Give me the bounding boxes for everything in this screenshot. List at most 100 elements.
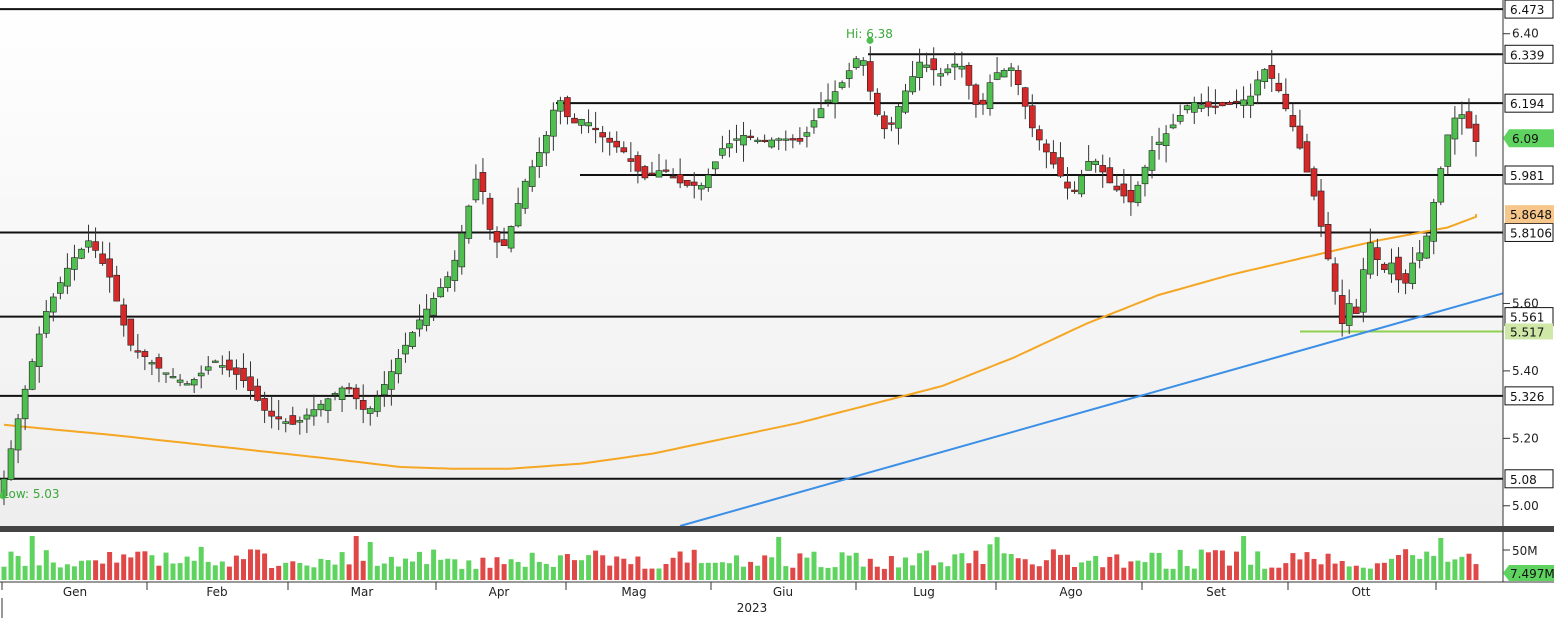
volume-bar [114, 562, 120, 580]
candle-body [1395, 256, 1402, 281]
candle-body [1317, 190, 1325, 227]
candle-body [803, 132, 811, 137]
candle-body [1085, 161, 1092, 171]
candle-body [1099, 165, 1106, 173]
candle-body [782, 138, 790, 141]
volume-bar [677, 551, 683, 580]
candle-body [64, 267, 71, 287]
volume-bar [170, 563, 176, 580]
candle-body [1113, 185, 1121, 191]
volume-bar [1248, 564, 1254, 580]
candle-body [627, 158, 635, 162]
candle-body [1360, 269, 1367, 313]
candle-body [585, 122, 592, 127]
candle-body [1416, 252, 1423, 261]
candle-body [148, 362, 156, 365]
volume-bar [1318, 564, 1324, 580]
candle-body [1472, 123, 1480, 142]
volume-bar [57, 567, 63, 580]
volume-bar [698, 563, 704, 580]
volume-bar [135, 551, 141, 580]
volume-bar [501, 564, 507, 580]
candle-body [430, 297, 437, 316]
candle-body [1134, 184, 1142, 203]
volume-bar [445, 558, 451, 580]
candle-body [606, 137, 614, 143]
candle-body [944, 68, 952, 74]
volume-bar [1205, 552, 1211, 580]
volume-bar [748, 561, 754, 580]
volume-bar [22, 565, 28, 580]
candle-body [1254, 79, 1261, 96]
volume-bar [149, 555, 155, 580]
volume-bar [515, 562, 521, 580]
volume-bar [64, 564, 70, 580]
volume-bar [1036, 566, 1042, 580]
candle-body [1007, 67, 1015, 72]
volume-bar [1367, 568, 1373, 580]
candle-body [733, 138, 740, 141]
candle-body [1303, 141, 1311, 173]
candle-body [465, 205, 473, 239]
volume-bar [783, 566, 789, 580]
y-tick-label: 5.20 [1512, 431, 1539, 445]
volume-bar [212, 565, 218, 580]
volume-bar [776, 537, 782, 580]
candle-body [289, 415, 297, 425]
volume-bar [557, 555, 563, 580]
candle-body [958, 65, 966, 70]
volume-bar [649, 568, 655, 580]
volume-bar [487, 567, 493, 580]
volume-bar [1, 566, 7, 580]
volume-bar [29, 536, 35, 580]
volume-bar [684, 562, 690, 580]
candle-body [1106, 167, 1114, 184]
candle-body [1282, 93, 1290, 110]
candle-body [620, 147, 628, 153]
level-label: 5.326 [1510, 390, 1544, 404]
volume-bar [276, 565, 282, 580]
candle-body [1071, 189, 1078, 192]
volume-bar [1290, 553, 1296, 580]
candle-body [324, 398, 332, 411]
candle-body [106, 258, 113, 278]
volume-bar [1128, 561, 1134, 580]
volume-bar [508, 559, 514, 580]
candle-body [1451, 117, 1459, 140]
volume-bar [931, 565, 937, 580]
candle-body [359, 399, 367, 410]
volume-bar [50, 562, 56, 580]
candle-body [204, 366, 212, 371]
volume-bar [1417, 558, 1423, 580]
candle-body [190, 379, 198, 386]
candle-body [78, 248, 85, 259]
candle-body [648, 172, 656, 175]
month-label: Lug [913, 585, 935, 599]
candle-body [1120, 183, 1128, 197]
candle-body [212, 360, 219, 363]
candle-body [1409, 262, 1416, 285]
volume-bar [896, 567, 901, 580]
volume-bar [1381, 562, 1387, 580]
candle-body [986, 82, 994, 109]
volume-bar [712, 562, 718, 580]
candle-body [719, 148, 726, 156]
volume-bar [1431, 555, 1437, 580]
candle-body [7, 448, 15, 480]
level-label-box [1504, 0, 1554, 19]
volume-bar [1212, 550, 1218, 580]
volume-bar [1269, 567, 1275, 580]
volume-bar [163, 552, 169, 580]
month-label: Mar [351, 585, 374, 599]
candle-body [275, 416, 283, 420]
volume-bar [1043, 560, 1049, 580]
volume-bar [304, 565, 310, 580]
volume-bar [346, 564, 352, 580]
candle-body [1381, 263, 1388, 271]
volume-bar [1022, 559, 1028, 580]
volume-bar [1121, 567, 1127, 580]
volume-bar [438, 559, 444, 580]
candle-body [49, 296, 57, 313]
year-label: 2023 [737, 601, 768, 615]
candle-body [1141, 166, 1149, 185]
